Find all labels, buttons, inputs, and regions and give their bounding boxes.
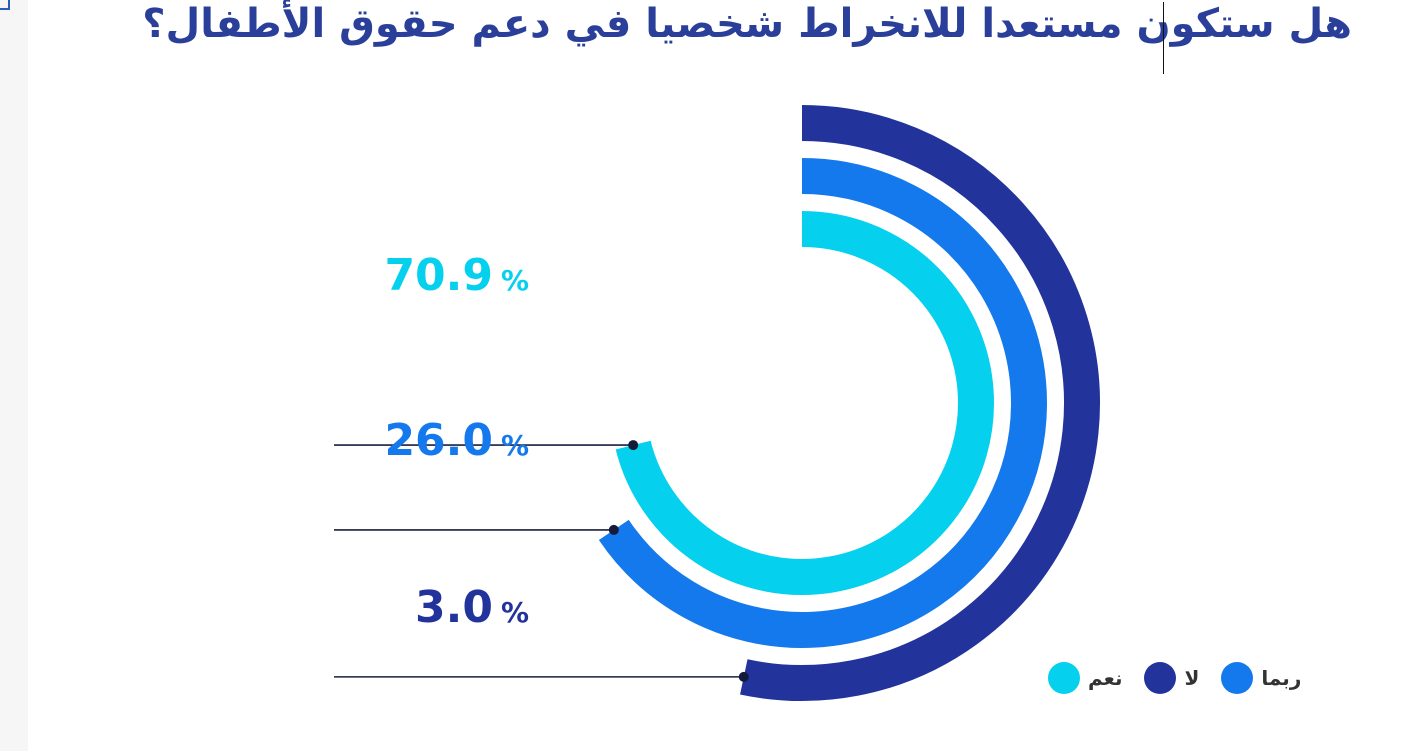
value-label-2: 26.0 <box>384 415 493 466</box>
left-margin-strip <box>0 0 28 751</box>
chart-title: هل ستكون مستعدا للانخراط شخصيا في دعم حق… <box>142 1 1352 47</box>
corner-mark <box>0 0 10 10</box>
percent-sign-1: % <box>501 264 529 297</box>
legend-swatch <box>1221 662 1254 694</box>
legend-item-2: لا <box>1144 662 1199 694</box>
chart-legend: نعم لا ربما <box>1048 660 1323 696</box>
legend-item-3: ربما <box>1221 662 1301 694</box>
legend-swatch <box>1144 662 1177 694</box>
legend-label: نعم <box>1088 666 1123 690</box>
value-label-1: 70.9 <box>384 250 493 301</box>
legend-item-1: نعم <box>1048 662 1122 694</box>
arc-3 <box>740 105 1100 701</box>
legend-swatch <box>1048 662 1080 694</box>
arc-2 <box>598 158 1047 648</box>
leader-dot-2 <box>608 524 619 535</box>
leader-dot-3 <box>738 671 749 682</box>
leader-dot-1 <box>628 440 639 451</box>
arc-1 <box>615 211 994 595</box>
legend-label: لا <box>1184 666 1200 690</box>
percent-sign-3: % <box>501 596 529 629</box>
value-label-3: 3.0 <box>415 582 493 633</box>
legend-label: ربما <box>1261 666 1302 690</box>
percent-sign-2: % <box>501 429 529 462</box>
text-cursor <box>1163 2 1164 74</box>
